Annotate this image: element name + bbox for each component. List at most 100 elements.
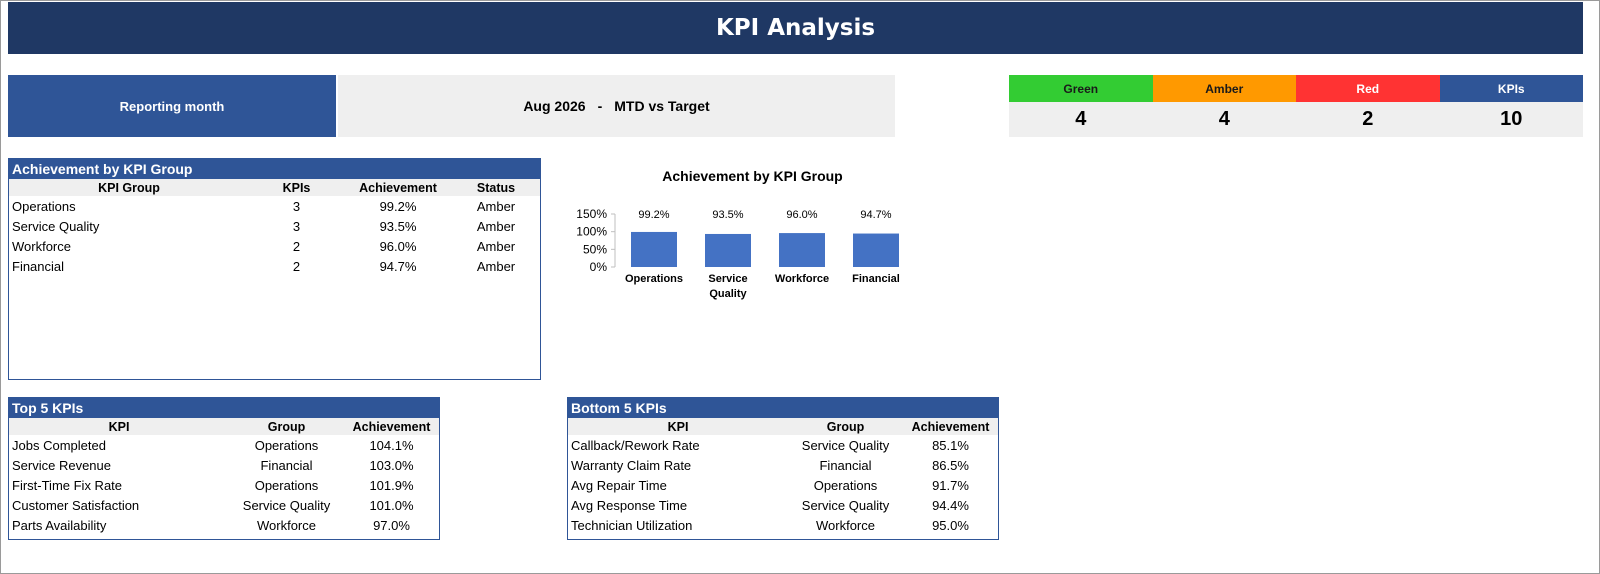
top5-title: Top 5 KPIs bbox=[9, 398, 439, 418]
cell: 96.0% bbox=[379, 238, 417, 254]
rag-summary: Green 4 Amber 4 Red 2 KPIs 10 bbox=[1009, 75, 1583, 137]
cell: Operations bbox=[254, 477, 319, 493]
x-tick-label: Operations bbox=[625, 273, 683, 285]
bottom5-table-header: KPI Group Achievement bbox=[568, 418, 998, 435]
cell: 94.4% bbox=[932, 497, 969, 513]
cell: Workforce bbox=[257, 517, 316, 533]
rag-kpis-label: KPIs bbox=[1439, 75, 1583, 102]
cell: Parts Availability bbox=[12, 517, 107, 533]
bar bbox=[779, 233, 825, 267]
rag-amber: Amber 4 bbox=[1152, 75, 1296, 137]
cell: Service Quality bbox=[801, 437, 890, 453]
cell: Avg Response Time bbox=[571, 497, 688, 513]
cell: Financial bbox=[819, 457, 872, 473]
y-tick-label: 150% bbox=[576, 207, 607, 221]
table-row[interactable]: Customer Satisfaction Service Quality 10… bbox=[9, 495, 439, 515]
top5-table: KPI Group Achievement Jobs Completed Ope… bbox=[9, 418, 439, 535]
y-tick-label: 100% bbox=[576, 225, 607, 239]
cell: Workforce bbox=[12, 238, 71, 254]
x-tick-label: Service bbox=[708, 273, 747, 285]
cell: Warranty Claim Rate bbox=[571, 457, 692, 473]
chart-title: Achievement by KPI Group bbox=[662, 168, 843, 184]
cell: Avg Repair Time bbox=[571, 477, 667, 493]
col-header: KPIs bbox=[249, 179, 344, 196]
cell: Amber bbox=[476, 238, 516, 254]
data-label: 93.5% bbox=[712, 209, 743, 221]
y-tick-label: 0% bbox=[590, 260, 608, 274]
cell: Amber bbox=[476, 258, 516, 274]
cell: Operations bbox=[12, 198, 76, 214]
cell: Service Quality bbox=[12, 218, 100, 234]
col-header: Achievement bbox=[903, 418, 998, 435]
bottom5-title: Bottom 5 KPIs bbox=[568, 398, 998, 418]
cell: Amber bbox=[476, 218, 516, 234]
table-row[interactable]: Warranty Claim Rate Financial 86.5% bbox=[568, 455, 998, 475]
cell: Service Quality bbox=[242, 497, 331, 513]
bottom5-panel: Bottom 5 KPIs KPI Group Achievement Call… bbox=[567, 397, 999, 540]
data-label: 96.0% bbox=[786, 209, 817, 221]
table-row[interactable]: Service Revenue Financial 103.0% bbox=[9, 455, 439, 475]
bar bbox=[853, 233, 899, 267]
table-row[interactable]: Operations 3 99.2% Amber bbox=[9, 196, 540, 216]
table-row[interactable]: Financial 2 94.7% Amber bbox=[9, 256, 540, 276]
col-header: KPI bbox=[9, 418, 229, 435]
reporting-month-label: Reporting month bbox=[8, 75, 336, 137]
group-table: KPI Group KPIs Achievement Status Operat… bbox=[9, 179, 540, 276]
rag-amber-label: Amber bbox=[1152, 75, 1296, 102]
x-tick-label: Financial bbox=[852, 273, 900, 285]
reporting-separator: - bbox=[597, 98, 603, 114]
table-row[interactable]: Jobs Completed Operations 104.1% bbox=[9, 435, 439, 455]
col-header: Achievement bbox=[344, 418, 439, 435]
rag-kpis: KPIs 10 bbox=[1439, 75, 1583, 137]
cell: Amber bbox=[476, 198, 516, 214]
table-row[interactable]: Avg Response Time Service Quality 94.4% bbox=[568, 495, 998, 515]
cell: Workforce bbox=[816, 517, 875, 533]
x-tick-label: Quality bbox=[709, 288, 747, 300]
table-row[interactable]: Workforce 2 96.0% Amber bbox=[9, 236, 540, 256]
cell: Operations bbox=[254, 437, 319, 453]
cell: 97.0% bbox=[373, 517, 410, 533]
table-row[interactable]: Technician Utilization Workforce 95.0% bbox=[568, 515, 998, 535]
col-header: Group bbox=[788, 418, 903, 435]
cell: 85.1% bbox=[932, 437, 969, 453]
bottom5-table: KPI Group Achievement Callback/Rework Ra… bbox=[568, 418, 998, 535]
cell: Financial bbox=[260, 457, 313, 473]
reporting-comparison: MTD vs Target bbox=[614, 98, 710, 114]
rag-green: Green 4 bbox=[1009, 75, 1153, 137]
cell: Jobs Completed bbox=[12, 437, 106, 453]
table-row[interactable]: First-Time Fix Rate Operations 101.9% bbox=[9, 475, 439, 495]
table-row[interactable]: Parts Availability Workforce 97.0% bbox=[9, 515, 439, 535]
table-row[interactable]: Avg Repair Time Operations 91.7% bbox=[568, 475, 998, 495]
cell: Financial bbox=[12, 258, 65, 274]
cell: 2 bbox=[292, 238, 301, 254]
cell: Service Quality bbox=[801, 497, 890, 513]
cell: 3 bbox=[292, 198, 301, 214]
cell: 94.7% bbox=[379, 258, 417, 274]
col-header: Group bbox=[229, 418, 344, 435]
y-tick-label: 50% bbox=[583, 242, 607, 256]
cell: 104.1% bbox=[369, 437, 414, 453]
bar bbox=[705, 233, 751, 267]
cell: 103.0% bbox=[369, 457, 414, 473]
group-achievement-panel: Achievement by KPI Group KPI Group KPIs … bbox=[8, 158, 541, 380]
cell: Technician Utilization bbox=[571, 517, 693, 533]
cell: Service Revenue bbox=[12, 457, 111, 473]
cell: 3 bbox=[292, 218, 301, 234]
table-row[interactable]: Service Quality 3 93.5% Amber bbox=[9, 216, 540, 236]
table-row[interactable]: Callback/Rework Rate Service Quality 85.… bbox=[568, 435, 998, 455]
reporting-month: Aug 2026 bbox=[523, 98, 586, 114]
achievement-chart: Achievement by KPI Group 150% 100% 50% 0% 99… bbox=[565, 160, 940, 310]
cell: 101.0% bbox=[369, 497, 414, 513]
rag-red-label: Red bbox=[1296, 75, 1440, 102]
cell: Customer Satisfaction bbox=[12, 497, 140, 513]
cell: 91.7% bbox=[932, 477, 969, 493]
achievement-bar-chart: 150% 100% 50% 0% 99.2% Operations 93.5% Service… bbox=[576, 207, 900, 300]
cell: 99.2% bbox=[379, 198, 417, 214]
reporting-month-value[interactable]: Aug 2026 - MTD vs Target bbox=[338, 75, 895, 137]
rag-green-count: 4 bbox=[1009, 102, 1153, 137]
rag-amber-count: 4 bbox=[1152, 102, 1296, 137]
cell: Callback/Rework Rate bbox=[571, 437, 700, 453]
cell: Operations bbox=[813, 477, 878, 493]
page-title: KPI Analysis bbox=[8, 2, 1583, 54]
x-tick-label: Workforce bbox=[775, 273, 829, 285]
